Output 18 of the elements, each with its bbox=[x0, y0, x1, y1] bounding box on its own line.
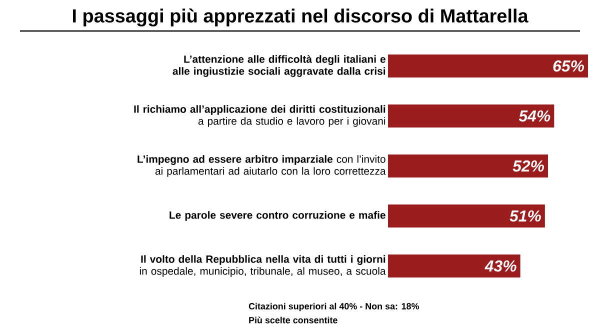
text: Più scelte consentite bbox=[249, 316, 338, 324]
y-tick-label: L’impegno ad essere arbitro imparziale con l’invito ai parlamentari ad aiutarlo con la loro correttezza bbox=[138, 155, 386, 177]
data-label: 54% bbox=[518, 110, 550, 122]
bar bbox=[388, 204, 545, 228]
bar bbox=[388, 254, 520, 278]
y-tick-label: L’attenzione alle difficoltà degli italiani e alle ingiustizie sociali aggravate dalla crisi bbox=[172, 55, 386, 77]
data-label: 65% bbox=[553, 60, 584, 72]
text: Citazioni superiori al 40% - Non sa: 18% bbox=[248, 302, 420, 312]
bar bbox=[388, 154, 548, 178]
y-tick-label: Il richiamo all’applicazione dei diritti costituzionali a partire da studio e lavoro per i giovani bbox=[134, 105, 386, 127]
data-label: 52% bbox=[512, 160, 544, 172]
data-label: 43% bbox=[484, 260, 516, 272]
chart-title: I passaggi più apprezzati nel discorso di Mattarella bbox=[73, 8, 528, 26]
bar bbox=[388, 104, 554, 128]
bar bbox=[388, 54, 588, 78]
y-tick-label: Il volto della Repubblica nella vita di tutti i giorni in ospedale, municipio, tribunale, al museo, a scuola bbox=[140, 255, 386, 277]
y-tick-label: Le parole severe contro corruzione e mafie bbox=[170, 211, 386, 221]
data-label: 51% bbox=[510, 210, 541, 222]
